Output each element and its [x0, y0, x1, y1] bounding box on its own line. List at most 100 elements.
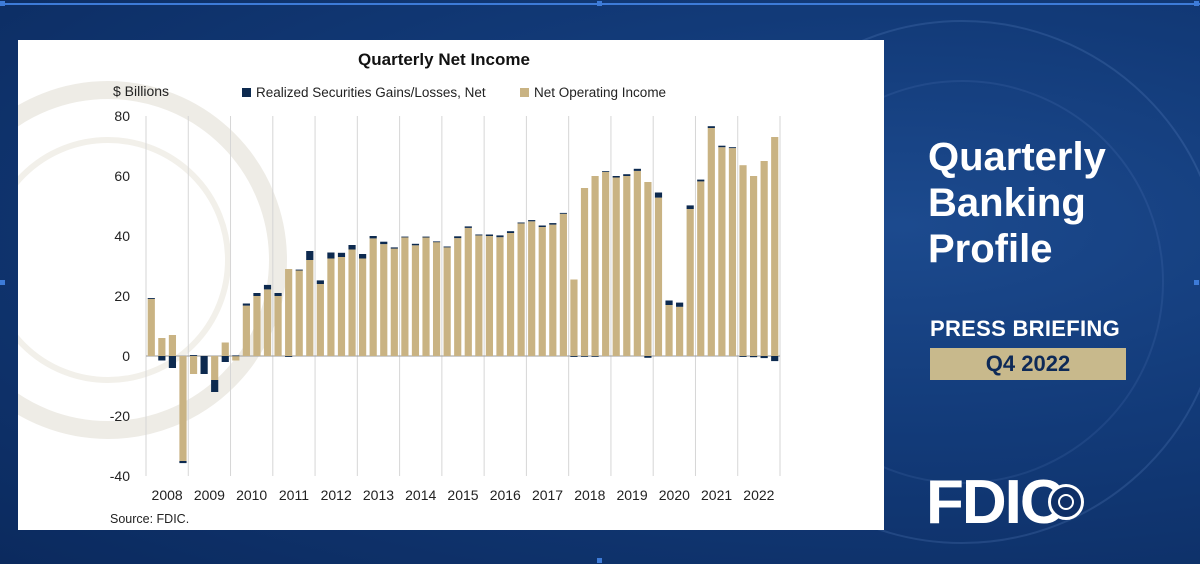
- bar-net-operating-income: [718, 147, 726, 356]
- bar-securities-gains: [454, 236, 462, 239]
- net-income-chart: Quarterly Net Income $ Billions Realized…: [18, 50, 781, 526]
- resize-handle-bottom-center[interactable]: [597, 558, 602, 563]
- x-year-label: 2009: [194, 487, 225, 503]
- bar-net-operating-income: [644, 182, 652, 356]
- bar-securities-gains: [580, 356, 589, 357]
- bar-securities-gains: [189, 355, 198, 356]
- bar-net-operating-income: [506, 233, 515, 356]
- y-tick-label: -20: [110, 408, 130, 424]
- x-year-label: 2008: [152, 487, 183, 503]
- bar-securities-gains: [200, 356, 208, 374]
- bar-securities-gains: [369, 236, 377, 239]
- bar-securities-gains: [316, 280, 324, 284]
- bar-net-operating-income: [559, 213, 567, 356]
- bar-securities-gains: [422, 236, 430, 238]
- bar-net-operating-income: [591, 176, 599, 356]
- bar-securities-gains: [464, 226, 472, 228]
- resize-handle-left-mid[interactable]: [0, 280, 5, 285]
- bar-net-operating-income: [443, 247, 451, 356]
- bar-net-operating-income: [274, 296, 282, 356]
- bar-securities-gains: [623, 174, 631, 176]
- bar-securities-gains: [263, 284, 272, 290]
- bar-securities-gains: [538, 225, 546, 227]
- x-year-label: 2010: [236, 487, 267, 503]
- bar-securities-gains: [285, 356, 293, 357]
- bar-securities-gains: [496, 235, 504, 238]
- x-year-label: 2019: [616, 487, 647, 503]
- title-line-2: Banking: [928, 181, 1086, 225]
- y-tick-label: 0: [122, 348, 130, 364]
- bar-net-operating-income: [295, 270, 303, 356]
- legend-swatch-gains: [242, 88, 251, 97]
- bar-net-operating-income: [697, 181, 705, 356]
- x-year-label: 2022: [743, 487, 774, 503]
- bar-net-operating-income: [232, 356, 240, 361]
- bar-securities-gains: [380, 241, 388, 245]
- bar-securities-gains: [528, 220, 536, 222]
- bar-securities-gains: [760, 356, 768, 359]
- bar-net-operating-income: [623, 176, 631, 356]
- bar-net-operating-income: [422, 237, 430, 356]
- bar-securities-gains: [306, 251, 314, 260]
- bar-securities-gains: [253, 293, 261, 296]
- title-line-1: Quarterly: [928, 135, 1106, 179]
- x-year-label: 2017: [532, 487, 563, 503]
- bar-net-operating-income: [253, 296, 261, 356]
- bar-securities-gains: [654, 192, 663, 198]
- slide-title: Quarterly Banking Profile: [928, 134, 1188, 272]
- bar-securities-gains: [697, 179, 705, 182]
- bar-securities-gains: [411, 243, 420, 246]
- bar-net-operating-income: [454, 238, 462, 356]
- bar-net-operating-income: [728, 148, 737, 356]
- legend-label-gains: Realized Securities Gains/Losses, Net: [256, 85, 486, 100]
- bar-net-operating-income: [496, 237, 504, 356]
- bar-net-operating-income: [285, 269, 293, 356]
- bar-securities-gains: [475, 234, 483, 236]
- bar-securities-gains: [158, 356, 166, 361]
- y-axis-ticks: 80 60 40 20 0 -20 -40: [110, 108, 130, 484]
- bar-net-operating-income: [485, 236, 494, 356]
- bar-securities-gains: [485, 234, 494, 236]
- bar-net-operating-income: [633, 170, 641, 356]
- resize-handle-top-right[interactable]: [1194, 1, 1199, 6]
- bar-net-operating-income: [401, 237, 409, 356]
- bar-net-operating-income: [337, 257, 346, 356]
- bar-securities-gains: [771, 356, 779, 362]
- bar-securities-gains: [549, 223, 557, 225]
- x-year-label: 2021: [701, 487, 732, 503]
- resize-handle-top-center[interactable]: [597, 1, 602, 6]
- bar-net-operating-income: [570, 279, 578, 356]
- bar-net-operating-income: [464, 227, 472, 356]
- press-briefing-label: PRESS BRIEFING: [930, 316, 1121, 341]
- bar-securities-gains: [665, 300, 673, 305]
- bar-net-operating-income: [411, 245, 420, 356]
- bar-securities-gains: [728, 147, 737, 149]
- y-tick-label: 60: [114, 168, 130, 184]
- bar-securities-gains: [633, 168, 641, 171]
- bar-net-operating-income: [348, 249, 356, 356]
- bar-securities-gains: [348, 245, 356, 250]
- bar-net-operating-income: [242, 305, 250, 356]
- bar-net-operating-income: [580, 188, 589, 356]
- x-year-label: 2015: [447, 487, 478, 503]
- legend-swatch-operating: [520, 88, 529, 97]
- legend: Realized Securities Gains/Losses, Net Ne…: [242, 85, 666, 100]
- bar-securities-gains: [242, 303, 250, 306]
- bar-securities-gains: [443, 246, 451, 248]
- bar-securities-gains: [221, 356, 229, 362]
- bar-net-operating-income: [517, 223, 525, 356]
- bar-net-operating-income: [380, 244, 388, 356]
- faint-seal-watermark: [18, 81, 287, 439]
- bar-securities-gains: [295, 269, 303, 271]
- bar-net-operating-income: [739, 165, 747, 356]
- legend-label-operating: Net Operating Income: [534, 85, 666, 100]
- bar-net-operating-income: [528, 221, 536, 356]
- bar-net-operating-income: [654, 197, 663, 356]
- resize-handle-top-left[interactable]: [0, 1, 5, 6]
- bar-net-operating-income: [147, 299, 155, 356]
- bar-securities-gains: [432, 241, 441, 243]
- bar-securities-gains: [570, 356, 578, 357]
- bar-securities-gains: [718, 145, 726, 148]
- bar-net-operating-income: [327, 258, 335, 356]
- bar-net-operating-income: [749, 176, 758, 356]
